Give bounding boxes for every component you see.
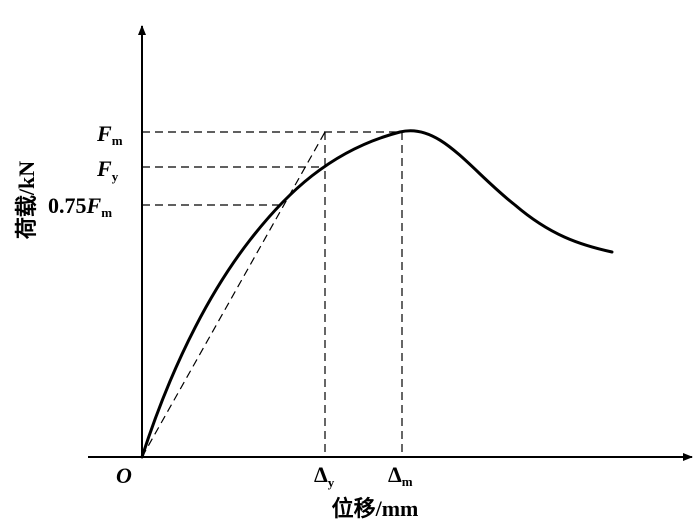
fm-label: Fm <box>96 121 123 148</box>
reference-lines <box>141 131 403 458</box>
f075-label: 0.75Fm <box>48 193 112 220</box>
delta-y-label: Δy <box>314 462 335 490</box>
x-axis-title: 位移/mm <box>332 496 419 521</box>
y-axis-title: 荷载/kN <box>14 161 39 239</box>
delta-m-label: Δm <box>388 462 413 489</box>
secant-stiffness-line <box>141 131 326 458</box>
load-displacement-curve <box>140 129 614 459</box>
origin-label: O <box>116 463 132 488</box>
fy-label: Fy <box>96 156 119 184</box>
